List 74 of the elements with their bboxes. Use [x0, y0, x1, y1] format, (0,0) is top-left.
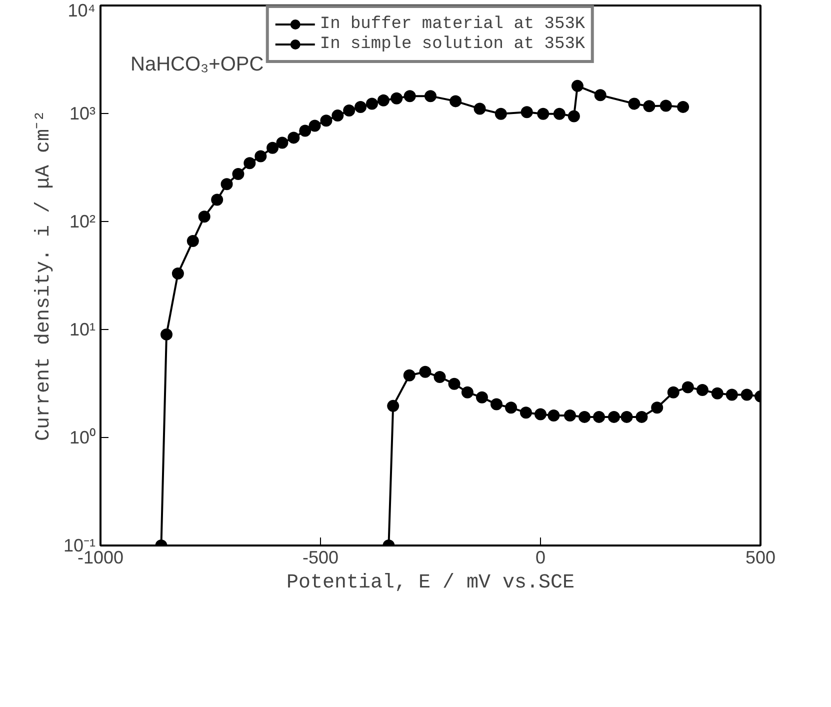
point [320, 114, 332, 127]
point [620, 410, 633, 423]
point [628, 98, 640, 110]
y-tick-label: 10⁰ [69, 428, 96, 448]
point [198, 210, 210, 223]
y-tick-label: 10³ [69, 104, 96, 124]
point [461, 386, 474, 398]
point [160, 328, 172, 340]
point [534, 408, 546, 420]
point [740, 388, 753, 401]
point [424, 90, 436, 102]
point [564, 409, 576, 422]
point [232, 168, 244, 180]
point [266, 142, 279, 154]
point [537, 108, 550, 120]
annotation: NaHCO₃+OPC [130, 54, 264, 76]
point [548, 409, 560, 422]
point [660, 100, 672, 112]
point [377, 94, 390, 106]
point [476, 391, 488, 404]
point [354, 101, 367, 114]
point [636, 410, 648, 423]
point [288, 132, 300, 144]
point [520, 106, 533, 118]
point [677, 100, 690, 113]
point [419, 366, 432, 378]
point [299, 124, 312, 137]
x-axis-title: Potential, E / mV vs.SCE [286, 572, 575, 594]
point [404, 90, 416, 102]
point [494, 108, 507, 120]
y-tick-label: 10² [69, 212, 96, 232]
point [186, 235, 199, 247]
point [696, 384, 708, 396]
y-tick-label: 10¹ [69, 320, 96, 340]
point [276, 136, 288, 149]
legend-label: In simple solution at 353K [320, 34, 586, 54]
point [403, 369, 416, 382]
point [726, 388, 738, 401]
point [390, 92, 403, 104]
point [220, 178, 233, 190]
point [651, 402, 664, 414]
x-tick-label: 500 [745, 548, 776, 568]
point [643, 100, 656, 112]
point [254, 150, 267, 162]
point [593, 410, 606, 423]
point [332, 110, 344, 122]
y-tick-label: 10⁴ [68, 0, 96, 20]
point [343, 104, 356, 116]
point [366, 98, 378, 110]
point [172, 268, 184, 280]
point [568, 110, 580, 122]
point [308, 120, 321, 132]
point [387, 400, 400, 412]
point [244, 157, 256, 170]
point [594, 89, 606, 102]
point [434, 371, 446, 384]
point [490, 398, 502, 410]
x-tick-label: -500 [302, 548, 339, 568]
point [474, 102, 486, 115]
point [667, 386, 680, 398]
point [450, 95, 462, 108]
point [711, 387, 724, 400]
point [505, 402, 518, 414]
legend-label: In buffer material at 353K [320, 14, 586, 34]
point [578, 410, 590, 423]
point [553, 108, 566, 120]
point [448, 378, 460, 390]
x-tick-label: 0 [535, 548, 546, 568]
point [608, 410, 620, 423]
point [211, 194, 224, 206]
point [520, 406, 532, 419]
point [682, 381, 694, 394]
y-axis-title: Current density. i / μA cm⁻² [32, 110, 56, 442]
point [571, 80, 584, 92]
